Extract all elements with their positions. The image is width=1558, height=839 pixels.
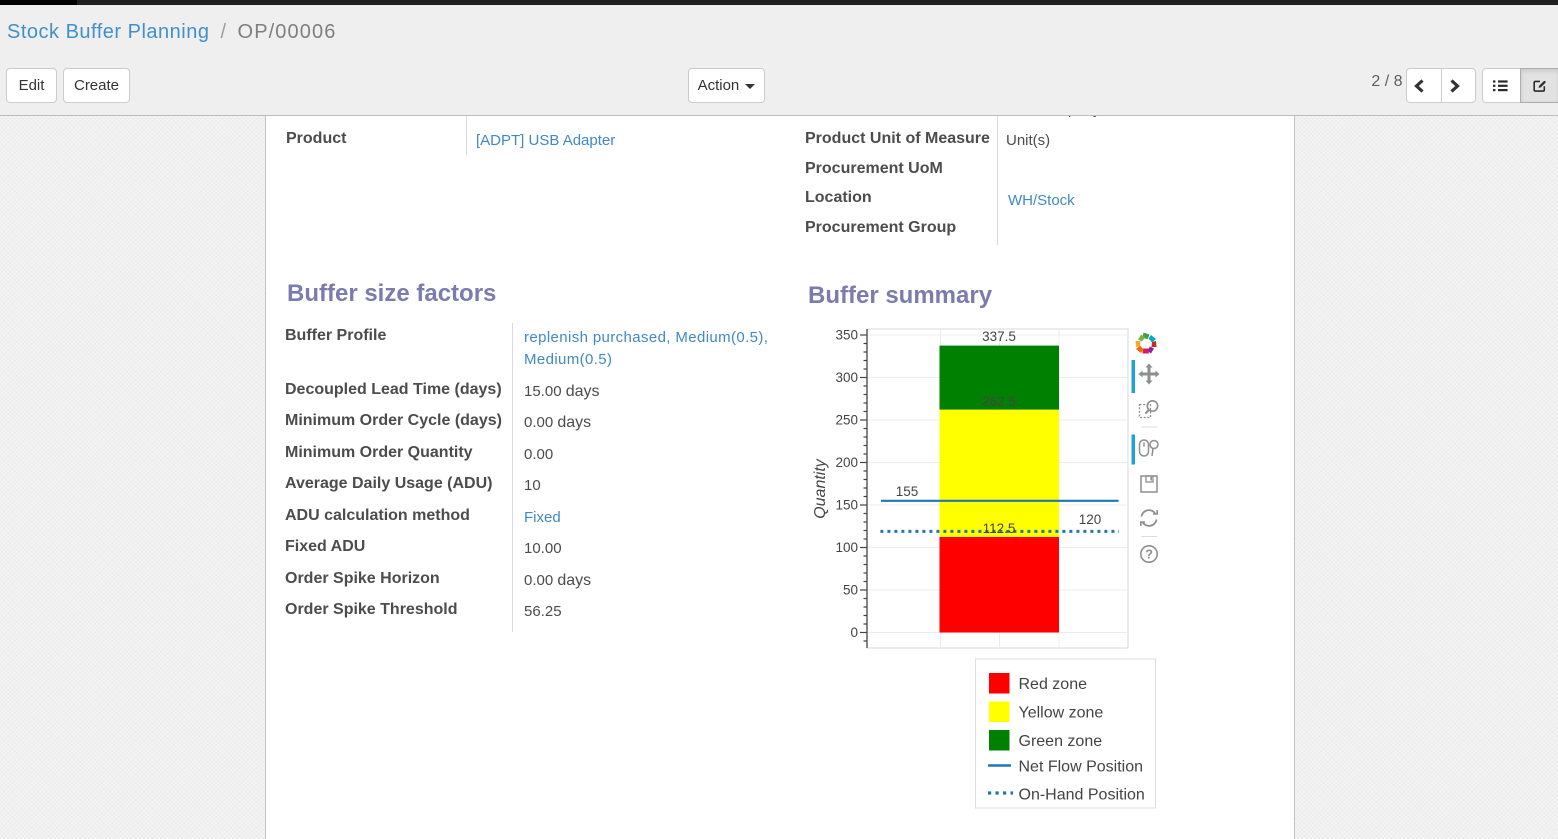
svg-text:Green zone: Green zone [1019,733,1103,750]
svg-text:262.5: 262.5 [982,394,1016,409]
svg-text:0: 0 [850,625,858,640]
svg-text:155: 155 [896,484,919,499]
svg-text:Net Flow Position: Net Flow Position [1019,759,1144,776]
svg-text:112.5: 112.5 [983,521,1016,536]
svg-text:100: 100 [835,540,858,555]
svg-text:337.5: 337.5 [982,329,1016,344]
svg-text:?: ? [1145,548,1153,562]
svg-text:50: 50 [843,583,858,598]
svg-text:On-Hand Position: On-Hand Position [1019,787,1145,804]
svg-text:200: 200 [835,455,858,470]
svg-text:Yellow zone: Yellow zone [1019,705,1104,722]
svg-text:300: 300 [835,370,858,385]
svg-text:250: 250 [835,413,858,428]
svg-text:Red zone: Red zone [1019,676,1088,693]
svg-text:Quantity: Quantity [812,458,829,519]
svg-text:350: 350 [835,328,858,343]
svg-text:120: 120 [1079,512,1102,527]
svg-text:150: 150 [835,498,858,513]
